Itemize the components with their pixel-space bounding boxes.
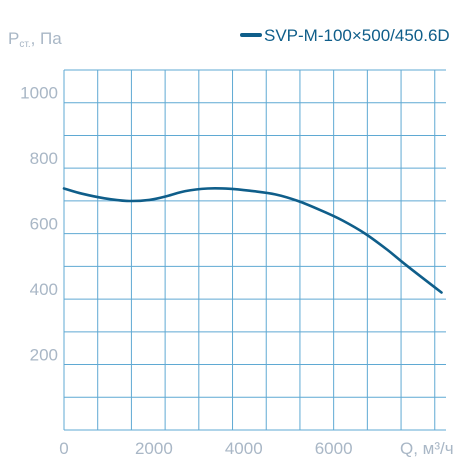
y-tick-label: 400 <box>30 280 58 299</box>
y-tick-label: 600 <box>30 215 58 234</box>
legend-label: SVP-M-100×500/450.6D <box>264 26 450 45</box>
x-tick-label: 0 <box>59 439 68 458</box>
y-tick-label: 800 <box>30 149 58 168</box>
y-axis-ticks: 200 400 600 800 1000 <box>20 84 58 365</box>
y-axis-label: Pст., Па <box>8 29 62 50</box>
y-axis-label-suffix: , Па <box>31 29 63 48</box>
x-tick-label: 2000 <box>135 439 173 458</box>
y-axis-label-sub: ст. <box>19 39 30 50</box>
y-axis-label-main: P <box>8 29 19 48</box>
x-tick-label: 4000 <box>225 439 263 458</box>
x-axis-ticks: 0 2000 4000 6000 <box>59 439 352 458</box>
x-tick-label: 6000 <box>315 439 353 458</box>
y-tick-label: 1000 <box>20 84 58 103</box>
x-axis-label: Q, м³/ч <box>400 439 454 458</box>
grid <box>63 69 446 431</box>
legend: SVP-M-100×500/450.6D <box>240 26 450 45</box>
series-line <box>62 187 443 294</box>
y-tick-label: 200 <box>30 346 58 365</box>
